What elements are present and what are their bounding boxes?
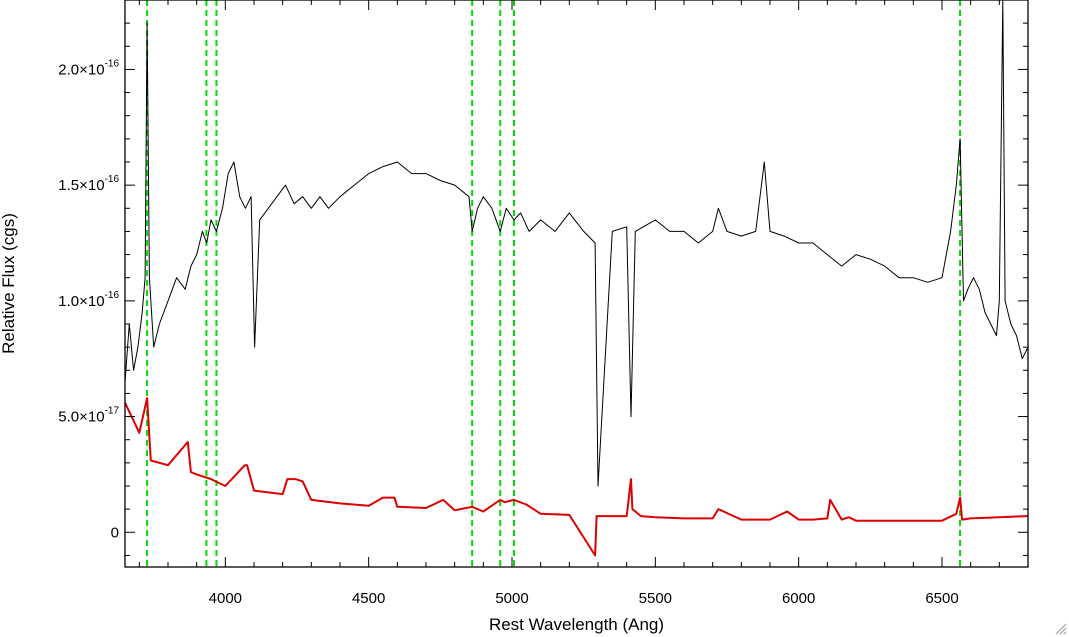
spectrum-line (124, 0, 1029, 487)
y-tick-label: 1.5×10-16 (58, 174, 119, 194)
plot-frame (124, 0, 1029, 568)
tick-labels: 4000 4500 5000 5500 6000 6500 0 5.0×10-17 1.0×10… (58, 58, 958, 607)
x-tick-label: 5500 (639, 590, 672, 607)
x-tick-label: 6000 (782, 590, 815, 607)
x-tick-label: 6500 (925, 590, 958, 607)
y-tick-label: 0 (111, 524, 119, 541)
reference-lines (146, 0, 962, 567)
y-tick-label: 2.0×10-16 (58, 58, 119, 78)
y-axis-title: Relative Flux (cgs) (0, 213, 18, 354)
y-tick-label: 5.0×10-17 (58, 406, 119, 426)
x-tick-label: 5000 (495, 590, 528, 607)
error-line (124, 397, 1029, 557)
resize-grip-icon[interactable] (1053, 621, 1067, 635)
axis-ticks (125, 0, 1029, 567)
y-tick-label: 1.0×10-16 (58, 290, 119, 310)
x-tick-label: 4000 (209, 590, 242, 607)
series-layer (124, 0, 1029, 557)
x-tick-label: 4500 (352, 590, 385, 607)
x-axis-title: Rest Wavelength (Ang) (489, 615, 664, 634)
